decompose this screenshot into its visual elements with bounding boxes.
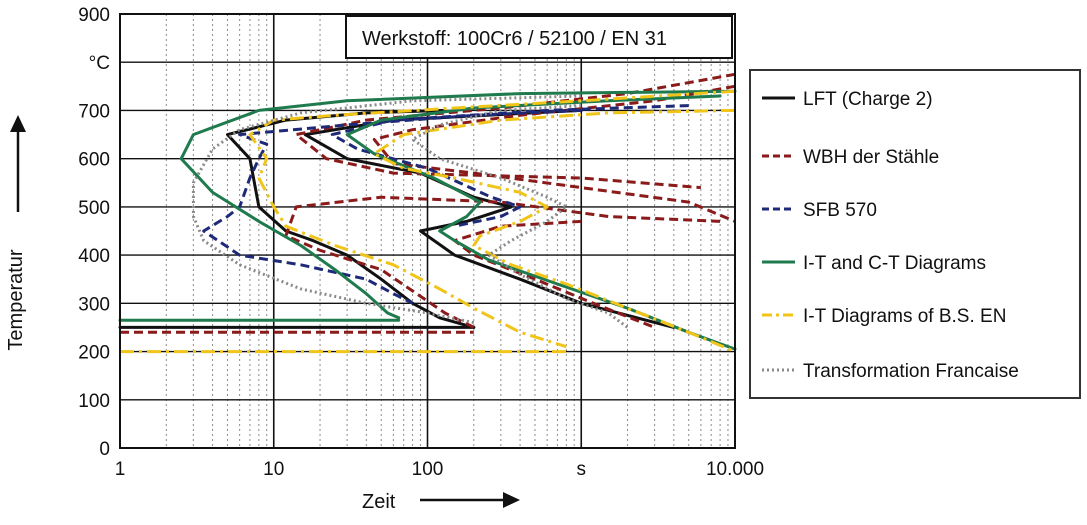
y-axis-label: Temperatur	[5, 249, 27, 350]
series-curve-1-1	[284, 195, 721, 329]
y-tick-label: 100	[78, 391, 110, 412]
y-tick-label: 0	[99, 439, 110, 460]
annotation-box: Werkstoff: 100Cr6 / 52100 / EN 31	[345, 15, 733, 59]
series-curve-2-0	[202, 108, 582, 305]
legend: LFT (Charge 2) WBH der Stähle SFB 570 I-T a…	[749, 69, 1081, 399]
series-curve-4-2	[372, 108, 736, 353]
series-curve-5-1	[411, 104, 629, 329]
legend-label-0: LFT (Charge 2)	[803, 89, 933, 110]
y-tick-label: 200	[78, 343, 110, 364]
y-tick-label: 500	[78, 198, 110, 219]
y-tick-label: °C	[89, 53, 110, 74]
y-tick-label: 300	[78, 294, 110, 315]
x-tick-label: 100	[412, 459, 444, 480]
x-axis-arrow-head	[503, 492, 520, 508]
series-curve-3-2	[345, 94, 737, 351]
annotation-text: Werkstoff: 100Cr6 / 52100 / EN 31	[362, 28, 667, 50]
curves	[118, 72, 737, 354]
y-axis-arrow-head	[10, 115, 26, 132]
x-axis-label: Zeit	[362, 491, 396, 513]
plot-frame	[119, 13, 736, 449]
y-tick-label: 600	[78, 150, 110, 171]
axes: 1 10 100 s 10.000 0 100 200 300 400 500 600 700 °C 900…	[5, 5, 764, 513]
y-tick-label: 400	[78, 246, 110, 267]
series-curve-1-0	[294, 72, 736, 190]
y-tick-label: 700	[78, 101, 110, 122]
legend-label-5: Transformation Francaise	[803, 361, 1019, 382]
legend-label-2: SFB 570	[803, 200, 877, 221]
x-tick-label: s	[577, 459, 587, 480]
series-curve-5-0	[191, 94, 582, 325]
series-curve-3-0	[179, 89, 737, 320]
x-tick-label: 1	[115, 459, 126, 480]
annotation-frame	[345, 15, 733, 59]
legend-label-3: I-T and C-T Diagrams	[803, 253, 986, 274]
series-curve-1-4	[453, 219, 656, 329]
series-curve-2-1	[330, 104, 689, 228]
x-tick-label: 10.000	[706, 459, 764, 480]
x-tick-label: 10	[263, 459, 284, 480]
legend-frame	[749, 69, 1081, 399]
y-tick-label: 900	[78, 5, 110, 26]
legend-label-1: WBH der Stähle	[803, 147, 939, 168]
legend-label-4: I-T Diagrams of B.S. EN	[803, 306, 1006, 327]
series-curve-1-3	[372, 84, 736, 223]
series-curve-0-2	[303, 108, 676, 329]
